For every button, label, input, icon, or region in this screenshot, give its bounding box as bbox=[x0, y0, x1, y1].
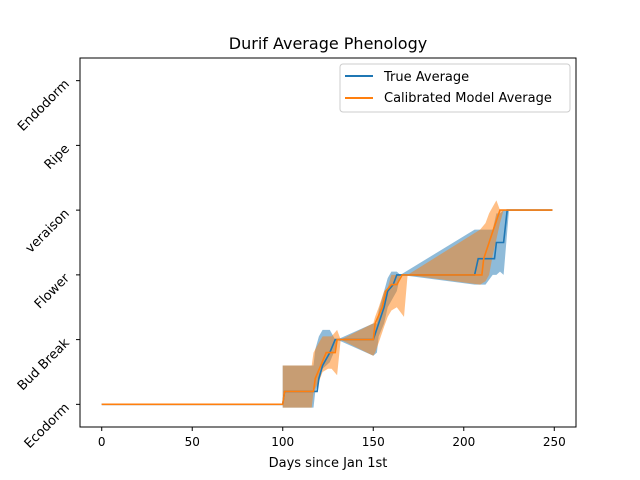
x-tick-label: 100 bbox=[271, 435, 294, 449]
band-model-average bbox=[282, 200, 504, 408]
y-tick-label: Endodorm bbox=[15, 77, 73, 135]
y-tick-label: Bud Break bbox=[15, 335, 73, 393]
x-axis-label: Days since Jan 1st bbox=[269, 456, 388, 471]
y-tick-label: Ecodorm bbox=[22, 401, 73, 452]
x-tick-label: 50 bbox=[185, 435, 200, 449]
y-axis: Ecodorm Bud Break Flower veraison Ripe Endodo… bbox=[15, 77, 80, 452]
legend-label-model-average: Calibrated Model Average bbox=[384, 91, 552, 106]
legend-label-true-average: True Average bbox=[383, 70, 469, 85]
chart-title: Durif Average Phenology bbox=[229, 34, 427, 53]
x-tick-label: 250 bbox=[543, 435, 566, 449]
y-tick-label: Flower bbox=[32, 271, 73, 312]
y-tick-label: veraison bbox=[23, 206, 73, 256]
confidence-bands bbox=[282, 200, 509, 408]
x-tick-label: 150 bbox=[362, 435, 385, 449]
line-model-average bbox=[101, 209, 553, 406]
line-true-average bbox=[101, 209, 553, 406]
y-tick-label: Ripe bbox=[42, 142, 73, 173]
x-tick-label: 0 bbox=[98, 435, 106, 449]
plot-frame bbox=[79, 57, 577, 428]
series-lines bbox=[101, 209, 553, 406]
x-axis: 0 50 100 150 200 250 bbox=[98, 427, 566, 449]
x-tick-label: 200 bbox=[452, 435, 475, 449]
legend: True Average Calibrated Model Average bbox=[339, 63, 571, 113]
legend-box bbox=[339, 63, 571, 113]
